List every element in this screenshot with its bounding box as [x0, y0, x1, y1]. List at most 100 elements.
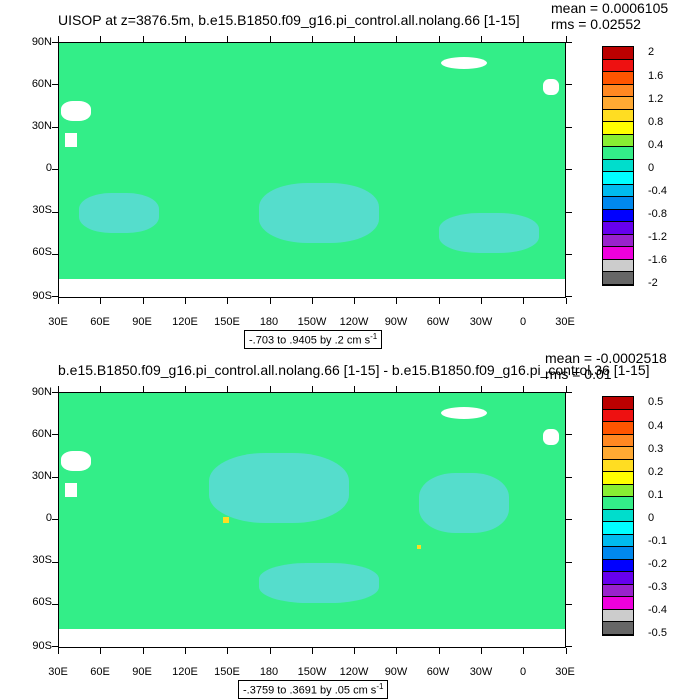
- colorbar-label: 1.2: [648, 93, 664, 105]
- colorbar-label: -0.1: [648, 535, 667, 547]
- lon-tick: [354, 648, 356, 654]
- cyan-patch-atlantic: [439, 213, 539, 253]
- colorbar-label: -0.4: [648, 604, 667, 616]
- lat-label: 90S: [32, 290, 52, 302]
- lon-tick: [481, 36, 482, 42]
- lon-tick: [523, 386, 525, 392]
- lon-tick: [481, 386, 482, 392]
- lon-label: 120W: [339, 316, 369, 328]
- colorbar-label: -0.8: [648, 208, 667, 220]
- lon-label: 0: [519, 666, 527, 678]
- colorbar-label: -2: [648, 277, 658, 289]
- lon-tick: [565, 298, 567, 304]
- lon-label: 120E: [172, 316, 198, 328]
- lon-tick: [481, 298, 482, 304]
- lat-tick: [566, 254, 572, 255]
- land-mask-iceland: [543, 429, 559, 445]
- panel-title: UISOP at z=3876.5m, b.e15.B1850.f09_g16.…: [58, 12, 520, 28]
- lat-tick: [566, 519, 572, 521]
- lat-label: 60S: [32, 246, 52, 258]
- colorbar: [602, 46, 634, 286]
- colorbar-swatch: [603, 484, 633, 498]
- colorbar-swatch: [603, 597, 633, 610]
- lon-tick: [269, 386, 271, 392]
- colorbar-swatch: [603, 147, 633, 160]
- colorbar-swatch: [603, 59, 633, 73]
- anomaly-spot: [417, 545, 421, 549]
- cyan-patch-pacific: [259, 183, 379, 243]
- colorbar-label: 2: [648, 46, 655, 58]
- lon-tick: [311, 36, 313, 42]
- colorbar-swatch: [603, 72, 633, 85]
- colorbar-label: -1.6: [648, 254, 667, 266]
- cyan-patch-indian: [79, 193, 159, 233]
- lon-tick: [100, 648, 102, 654]
- lon-tick: [396, 298, 398, 304]
- colorbar-label: 0.4: [648, 139, 664, 151]
- colorbar-swatch: [603, 122, 633, 135]
- colorbar-swatch: [603, 547, 633, 560]
- lat-tick: [52, 42, 58, 43]
- lat-label: 90S: [32, 640, 52, 652]
- colorbar-swatch: [603, 222, 633, 235]
- lat-tick: [52, 126, 58, 128]
- lon-tick: [396, 36, 398, 42]
- lon-label: 30E: [48, 666, 68, 678]
- lon-tick: [100, 386, 102, 392]
- lon-tick: [227, 36, 229, 42]
- lon-tick: [58, 298, 59, 304]
- colorbar-swatch: [603, 47, 633, 60]
- lon-tick: [565, 36, 567, 42]
- range-unit-exponent: -1: [370, 332, 378, 341]
- lat-label: 60N: [31, 428, 52, 440]
- lon-label: 90E: [132, 316, 152, 328]
- colorbar-label: 0.8: [648, 116, 664, 128]
- lon-tick: [565, 648, 567, 654]
- lat-label: 60N: [31, 78, 52, 90]
- lat-tick: [52, 434, 58, 436]
- colorbar-label: -0.5: [648, 627, 667, 639]
- lon-label: 150W: [297, 316, 327, 328]
- lon-label: 150E: [214, 666, 240, 678]
- land-mask-greenland: [441, 407, 487, 419]
- colorbar-swatch: [603, 184, 633, 198]
- lon-label: 60W: [426, 666, 450, 678]
- cyan-patch-atlantic: [419, 473, 509, 533]
- lat-tick: [52, 211, 58, 213]
- lat-tick: [52, 604, 58, 605]
- colorbar-swatch: [603, 534, 633, 548]
- lon-tick: [354, 36, 356, 42]
- colorbar-swatch: [603, 559, 633, 573]
- colorbar-swatch: [603, 459, 633, 473]
- lat-label: 0: [45, 162, 52, 174]
- panel-title: b.e15.B1850.f09_g16.pi_control.all.nolan…: [58, 362, 650, 378]
- lon-tick: [523, 298, 525, 304]
- colorbar-swatch: [603, 397, 633, 410]
- colorbar-label: 0.5: [648, 396, 664, 408]
- colorbar-swatch: [603, 522, 633, 535]
- colorbar-swatch: [603, 97, 633, 110]
- lat-label: 30S: [32, 554, 52, 566]
- lat-tick: [566, 169, 572, 171]
- lon-tick: [227, 298, 229, 304]
- lon-label: 60W: [426, 316, 450, 328]
- lon-label: 150W: [297, 666, 327, 678]
- lat-tick: [52, 84, 58, 86]
- lat-label: 60S: [32, 596, 52, 608]
- colorbar-swatch: [603, 472, 633, 485]
- lat-tick: [52, 561, 58, 563]
- lon-label: 0: [519, 316, 527, 328]
- lon-tick: [354, 298, 356, 304]
- lon-tick: [142, 648, 144, 654]
- range-text: -.703 to .9405 by .2 cm s: [249, 334, 371, 347]
- colorbar-swatch: [603, 409, 633, 423]
- contour-range: -.703 to .9405 by .2 cm s-1: [244, 330, 383, 349]
- lon-tick: [269, 298, 271, 304]
- map-plot: [58, 42, 566, 298]
- lat-tick: [52, 169, 58, 171]
- lon-tick: [100, 36, 102, 42]
- anomaly-spot: [223, 517, 229, 523]
- lon-tick: [396, 648, 398, 654]
- lon-label: 30E: [555, 666, 575, 678]
- land-mask-korea: [65, 133, 77, 147]
